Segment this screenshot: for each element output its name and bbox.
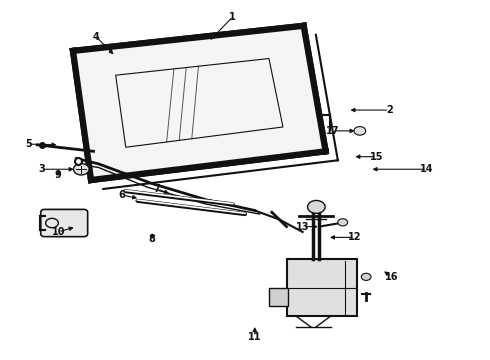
Text: 7: 7 <box>154 184 160 194</box>
Text: 13: 13 <box>296 222 309 231</box>
Polygon shape <box>73 26 326 180</box>
Text: 11: 11 <box>248 332 262 342</box>
Circle shape <box>354 127 366 135</box>
Text: 8: 8 <box>149 234 156 244</box>
Circle shape <box>308 201 325 213</box>
Bar <box>270 288 288 306</box>
Bar <box>287 259 357 316</box>
Text: 15: 15 <box>370 152 384 162</box>
Circle shape <box>74 163 89 175</box>
Text: 9: 9 <box>55 170 62 180</box>
Circle shape <box>338 219 347 226</box>
FancyBboxPatch shape <box>41 210 88 237</box>
Text: 2: 2 <box>386 105 392 115</box>
Text: 17: 17 <box>326 126 340 136</box>
Text: 6: 6 <box>119 190 125 200</box>
Text: 14: 14 <box>420 164 434 174</box>
Text: 5: 5 <box>25 139 32 149</box>
Text: 4: 4 <box>93 32 99 41</box>
Text: 16: 16 <box>385 272 398 282</box>
Circle shape <box>361 273 371 280</box>
Text: 12: 12 <box>348 232 362 242</box>
Text: 10: 10 <box>51 227 65 237</box>
Text: 1: 1 <box>229 12 236 22</box>
Text: 3: 3 <box>39 164 46 174</box>
